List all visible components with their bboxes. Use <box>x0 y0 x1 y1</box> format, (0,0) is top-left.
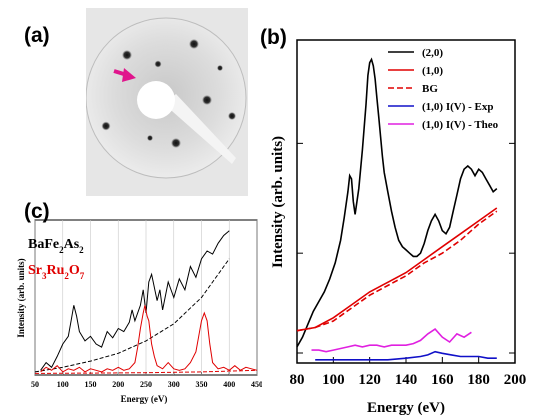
panel-b-label: (b) <box>260 26 287 49</box>
legend-label-c: BaFe2As2 <box>28 237 84 255</box>
series-line-b-0 <box>296 57 498 348</box>
legend-label-b: (1,0) <box>422 65 443 77</box>
arrow-icon <box>113 68 136 82</box>
x-tick-label-c: 300 <box>168 380 180 389</box>
legend-label-b: (1,0) I(V) - Theo <box>422 119 499 131</box>
panel-a-label: (a) <box>24 24 50 47</box>
x-tick-label-c: 200 <box>112 380 124 389</box>
x-tick-label-c: 50 <box>31 380 39 389</box>
legend-label-c: Sr3Ru2O7 <box>28 263 85 281</box>
x-tick-label-c: 150 <box>85 380 97 389</box>
series-line-c-1 <box>34 258 230 373</box>
series-line-b-4 <box>311 328 472 353</box>
leed-diffraction-image <box>86 8 248 196</box>
x-tick-label-c: 350 <box>196 380 208 389</box>
legend-label-b: BG <box>422 83 438 95</box>
series-line-b-3 <box>315 350 497 361</box>
legend-label-b: (1,0) I(V) - Exp <box>422 101 494 113</box>
x-tick-label-b: 160 <box>431 372 454 388</box>
x-tick-label-b: 140 <box>395 372 418 388</box>
legend-b: (2,0) (1,0) BG (1,0) I(V) - Exp (1,0) I(V) -… <box>388 47 499 131</box>
series-line-c-3 <box>34 369 258 374</box>
x-tick-label-c: 450 <box>251 380 262 389</box>
series-line-c-0 <box>40 230 230 371</box>
legend-c: BaFe2As2 Sr3Ru2O7 <box>28 237 85 281</box>
x-tick-label-c: 400 <box>223 380 235 389</box>
panel-c-label: (c) <box>24 200 50 223</box>
chart-b: 80 100 120 140 160 180 200 Energy (eV) Intensi… <box>270 39 527 416</box>
x-tick-label-c: 100 <box>57 380 69 389</box>
chart-c: 50 100 150 200 250 300 350 400 450 Energy (eV) I… <box>16 219 262 404</box>
series-line-c-2 <box>40 305 258 373</box>
x-axis-label-b: Energy (eV) <box>367 400 445 416</box>
x-tick-label-c: 250 <box>140 380 152 389</box>
x-tick-label-b: 120 <box>358 372 381 388</box>
x-axis-label-c: Energy (eV) <box>121 394 168 404</box>
x-tick-label-b: 200 <box>504 372 527 388</box>
x-tick-label-b: 80 <box>290 372 305 388</box>
series-line-b-1 <box>296 207 498 332</box>
diffraction-spots <box>101 39 236 148</box>
y-axis-label-c: Intensity (arb. units) <box>16 258 26 337</box>
x-tick-label-b: 180 <box>467 372 490 388</box>
series-line-b-2 <box>296 210 498 332</box>
y-axis-label-b: Intensity (arb. units) <box>270 136 286 268</box>
x-tick-label-b: 100 <box>322 372 345 388</box>
legend-label-b: (2,0) <box>422 47 443 59</box>
